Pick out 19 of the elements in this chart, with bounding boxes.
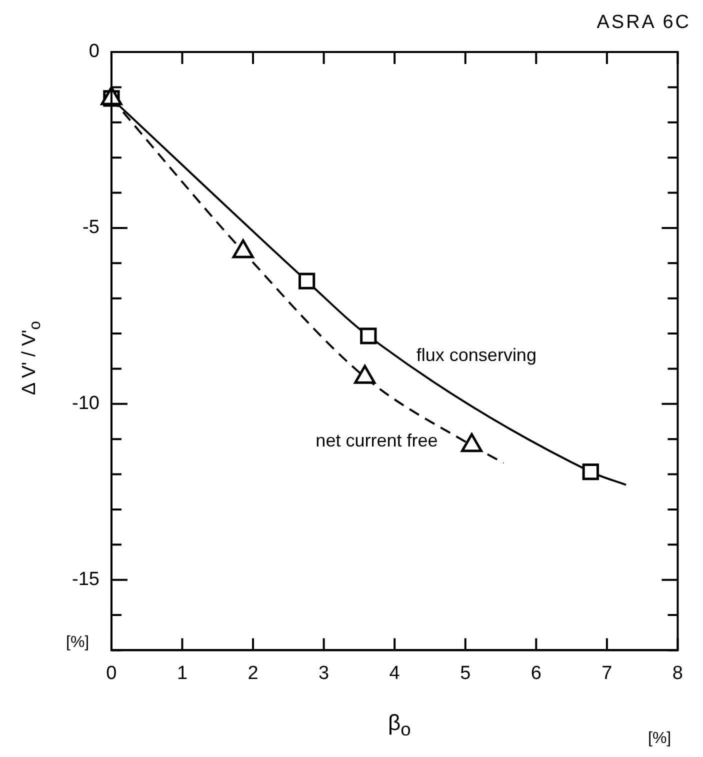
x-tick-label: 1 xyxy=(176,662,188,684)
x-tick-label: 8 xyxy=(672,662,684,684)
y-tick-label: -10 xyxy=(72,393,100,414)
y-tick-label: 0 xyxy=(88,41,100,62)
x-tick-label: 7 xyxy=(602,662,612,684)
series-label: flux conserving xyxy=(416,344,536,365)
text: [%] xyxy=(648,730,672,748)
x-tick-label: 2 xyxy=(248,662,258,684)
chart-title: ASRA 6C xyxy=(596,12,691,34)
x-tick-label: 0 xyxy=(106,662,117,684)
x-axis-title: β$_{o}$ xyxy=(388,710,411,740)
x-tick-label: 3 xyxy=(318,662,330,684)
y-tick-label: -5 xyxy=(82,217,100,238)
y-tick-label: -15 xyxy=(72,569,100,590)
x-tick-label: 4 xyxy=(389,662,400,684)
text: [%] xyxy=(66,634,90,652)
x-tick-label: 5 xyxy=(460,662,471,684)
x-tick-label: 6 xyxy=(530,662,542,684)
series-label: net current free xyxy=(316,430,438,450)
